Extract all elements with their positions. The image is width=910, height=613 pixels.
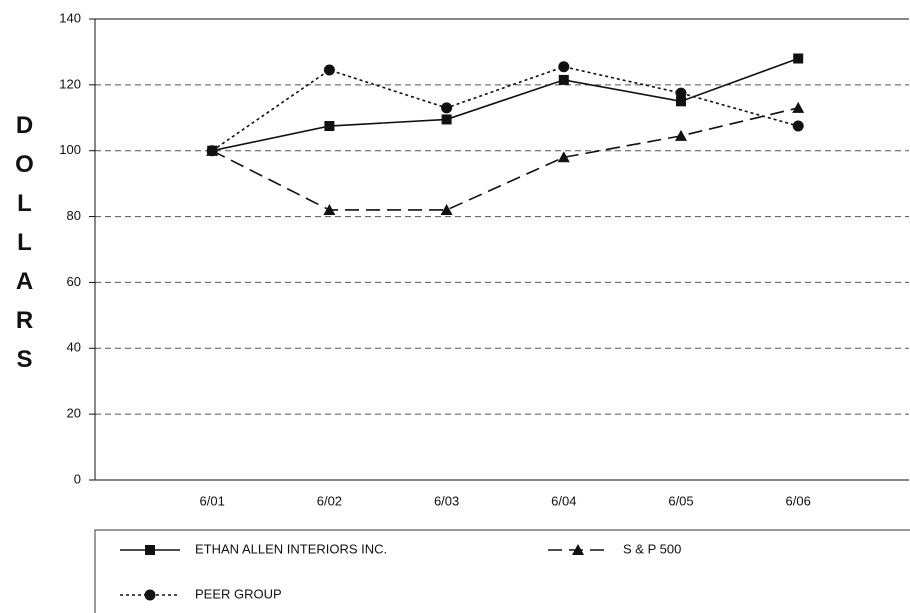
x-tick-label: 6/01 — [200, 493, 225, 508]
series-line — [211, 107, 799, 211]
legend-label: S & P 500 — [623, 541, 681, 556]
marker — [558, 74, 569, 85]
legend-label: ETHAN ALLEN INTERIORS INC. — [195, 541, 387, 556]
marker — [675, 129, 687, 141]
marker — [557, 151, 570, 163]
x-tick-label: 6/03 — [434, 493, 459, 508]
y-tick-label: 100 — [59, 142, 81, 157]
marker — [558, 61, 570, 73]
marker — [144, 589, 156, 601]
x-tick-label: 6/04 — [551, 493, 576, 508]
y-tick-label: 120 — [59, 76, 81, 91]
marker — [792, 101, 805, 113]
marker — [323, 203, 336, 215]
series-line — [212, 57, 799, 152]
x-tick-label: 6/06 — [786, 493, 811, 508]
marker — [323, 64, 335, 76]
y-tick-label: 0 — [74, 471, 81, 486]
y-tick-label: 40 — [67, 340, 81, 355]
marker — [206, 145, 218, 157]
marker — [675, 87, 687, 99]
series-line — [211, 65, 799, 152]
marker — [792, 120, 804, 132]
marker — [793, 53, 804, 64]
y-tick-label: 140 — [59, 10, 81, 25]
y-axis-label: DOLLARS — [11, 112, 38, 385]
marker — [572, 544, 584, 555]
y-tick-label: 80 — [67, 208, 81, 223]
legend-box — [94, 529, 910, 613]
y-tick-label: 60 — [67, 274, 81, 289]
y-tick-label: 20 — [67, 406, 81, 421]
marker — [441, 114, 452, 125]
marker — [440, 203, 453, 215]
marker — [441, 102, 453, 114]
x-tick-label: 6/02 — [317, 493, 342, 508]
marker — [676, 96, 686, 107]
marker — [324, 121, 335, 132]
legend-label: PEER GROUP — [195, 586, 282, 601]
marker — [145, 545, 155, 555]
x-tick-label: 6/05 — [668, 493, 693, 508]
